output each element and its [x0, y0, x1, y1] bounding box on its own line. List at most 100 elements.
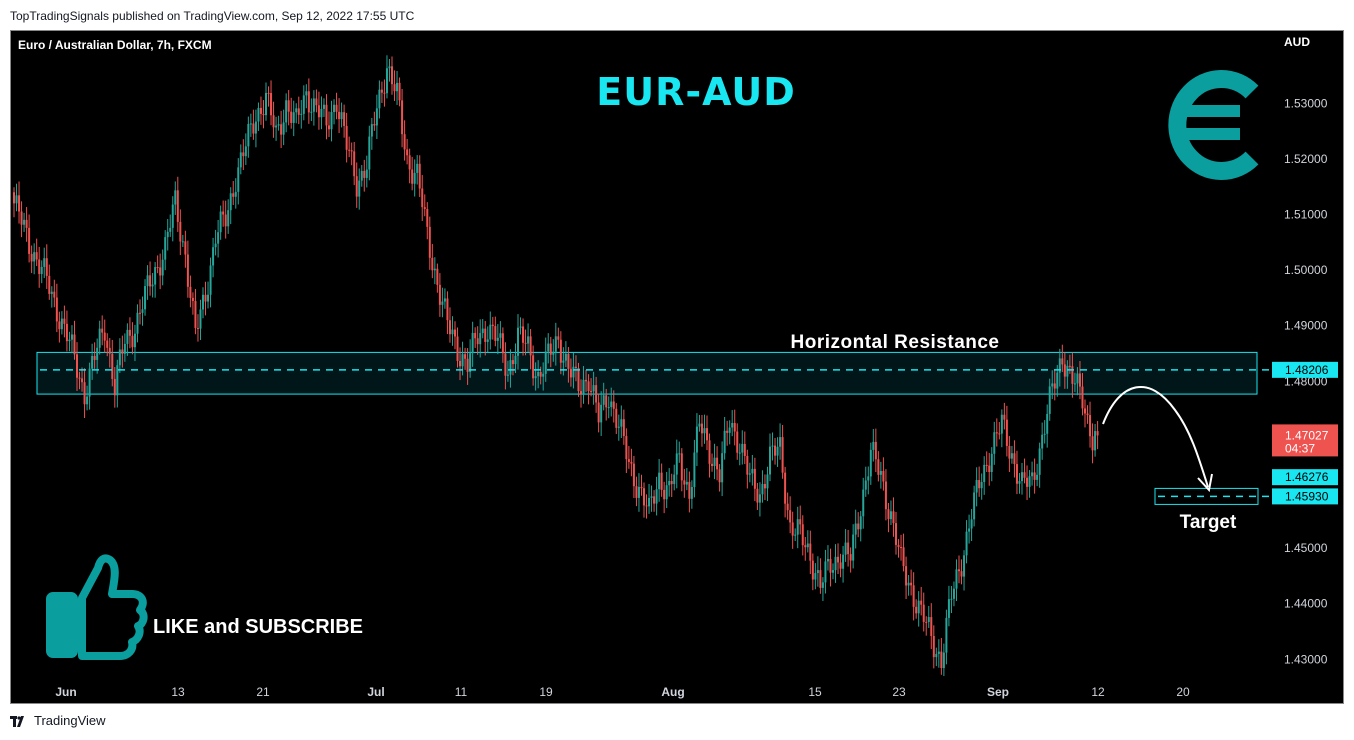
y-tick-label: 1.50000: [1284, 263, 1328, 277]
candle: [333, 99, 336, 125]
candle: [267, 86, 270, 107]
candle-body: [1076, 373, 1079, 384]
candle: [166, 218, 169, 251]
like-subscribe-text: LIKE and SUBSCRIBE: [153, 616, 363, 638]
candle: [690, 480, 693, 509]
candle: [406, 138, 409, 165]
candle-body: [1023, 472, 1026, 478]
candle-body: [343, 112, 346, 126]
candle-body: [363, 170, 366, 178]
candle-body: [1036, 474, 1039, 480]
candle-body: [20, 211, 23, 225]
candle-body: [76, 354, 78, 378]
candle-body: [1051, 383, 1054, 387]
candle-body: [713, 457, 716, 466]
candle-body: [655, 489, 658, 504]
candle: [756, 482, 759, 511]
candle: [816, 556, 819, 587]
candle: [844, 529, 847, 562]
candle-body: [892, 511, 895, 524]
candle: [421, 175, 424, 221]
candle-body: [1015, 464, 1018, 484]
candle: [786, 492, 789, 520]
candle: [252, 109, 255, 140]
candle-body: [620, 419, 623, 427]
candle-body: [65, 323, 68, 342]
chart-frame[interactable]: [10, 30, 1344, 704]
candle: [859, 510, 862, 542]
candle: [315, 89, 318, 113]
candle: [499, 321, 502, 349]
candle: [819, 558, 822, 594]
candle-body: [811, 560, 814, 580]
candle: [161, 249, 164, 286]
price-badge: [1272, 469, 1338, 486]
candle-body: [1033, 472, 1036, 480]
candle-body: [660, 472, 663, 490]
candle-body: [506, 374, 509, 376]
candle-body: [365, 169, 368, 178]
candle: [582, 366, 585, 404]
candle: [804, 536, 807, 561]
candle-body: [312, 98, 315, 112]
candle-body: [151, 284, 154, 287]
candle-body: [539, 372, 542, 377]
candle: [1071, 352, 1074, 398]
candle: [673, 464, 676, 491]
candle-body: [668, 480, 671, 486]
candle-body: [869, 449, 872, 477]
candle: [776, 437, 779, 467]
candle: [43, 247, 46, 279]
candle: [605, 388, 608, 421]
candle: [998, 421, 1001, 440]
candle-body: [542, 373, 545, 377]
candle: [897, 539, 900, 558]
candle-body: [469, 353, 472, 372]
candle-body: [965, 531, 968, 556]
candle-body: [1021, 472, 1023, 482]
candle: [733, 409, 736, 446]
candle: [345, 112, 348, 163]
candle-body: [174, 190, 177, 205]
candle: [196, 314, 199, 342]
candle: [1003, 402, 1006, 430]
candle: [76, 342, 78, 391]
candle-body: [776, 446, 779, 456]
candle-body: [133, 333, 136, 348]
candle: [519, 317, 522, 335]
candle-body: [267, 92, 270, 94]
candle-body: [18, 195, 21, 212]
resistance-zone[interactable]: [36, 351, 1258, 395]
candle: [1026, 465, 1029, 501]
candle: [789, 496, 792, 534]
candle: [224, 200, 227, 239]
candle: [700, 414, 703, 447]
candle: [643, 482, 645, 518]
candle-body: [431, 257, 434, 271]
candle: [1033, 458, 1036, 494]
candle-body: [219, 211, 222, 233]
candle: [821, 577, 824, 601]
candle: [675, 439, 678, 489]
candle-body: [1058, 358, 1061, 373]
candle: [627, 446, 630, 469]
candle-body: [733, 422, 736, 432]
candle: [960, 559, 963, 585]
candle: [839, 553, 842, 578]
candle: [348, 136, 351, 158]
candle-body: [83, 382, 86, 405]
candle: [86, 385, 89, 411]
candle-body: [544, 351, 547, 374]
candle-body: [952, 588, 955, 599]
candle: [630, 448, 633, 477]
candle-body: [612, 401, 615, 409]
candle-body: [781, 437, 784, 473]
candle: [343, 104, 346, 138]
candle-body: [285, 100, 288, 123]
candle-body: [582, 379, 585, 394]
candle: [1000, 409, 1003, 448]
candle-body: [441, 301, 444, 305]
candle-body: [126, 329, 129, 344]
candle: [133, 324, 136, 362]
